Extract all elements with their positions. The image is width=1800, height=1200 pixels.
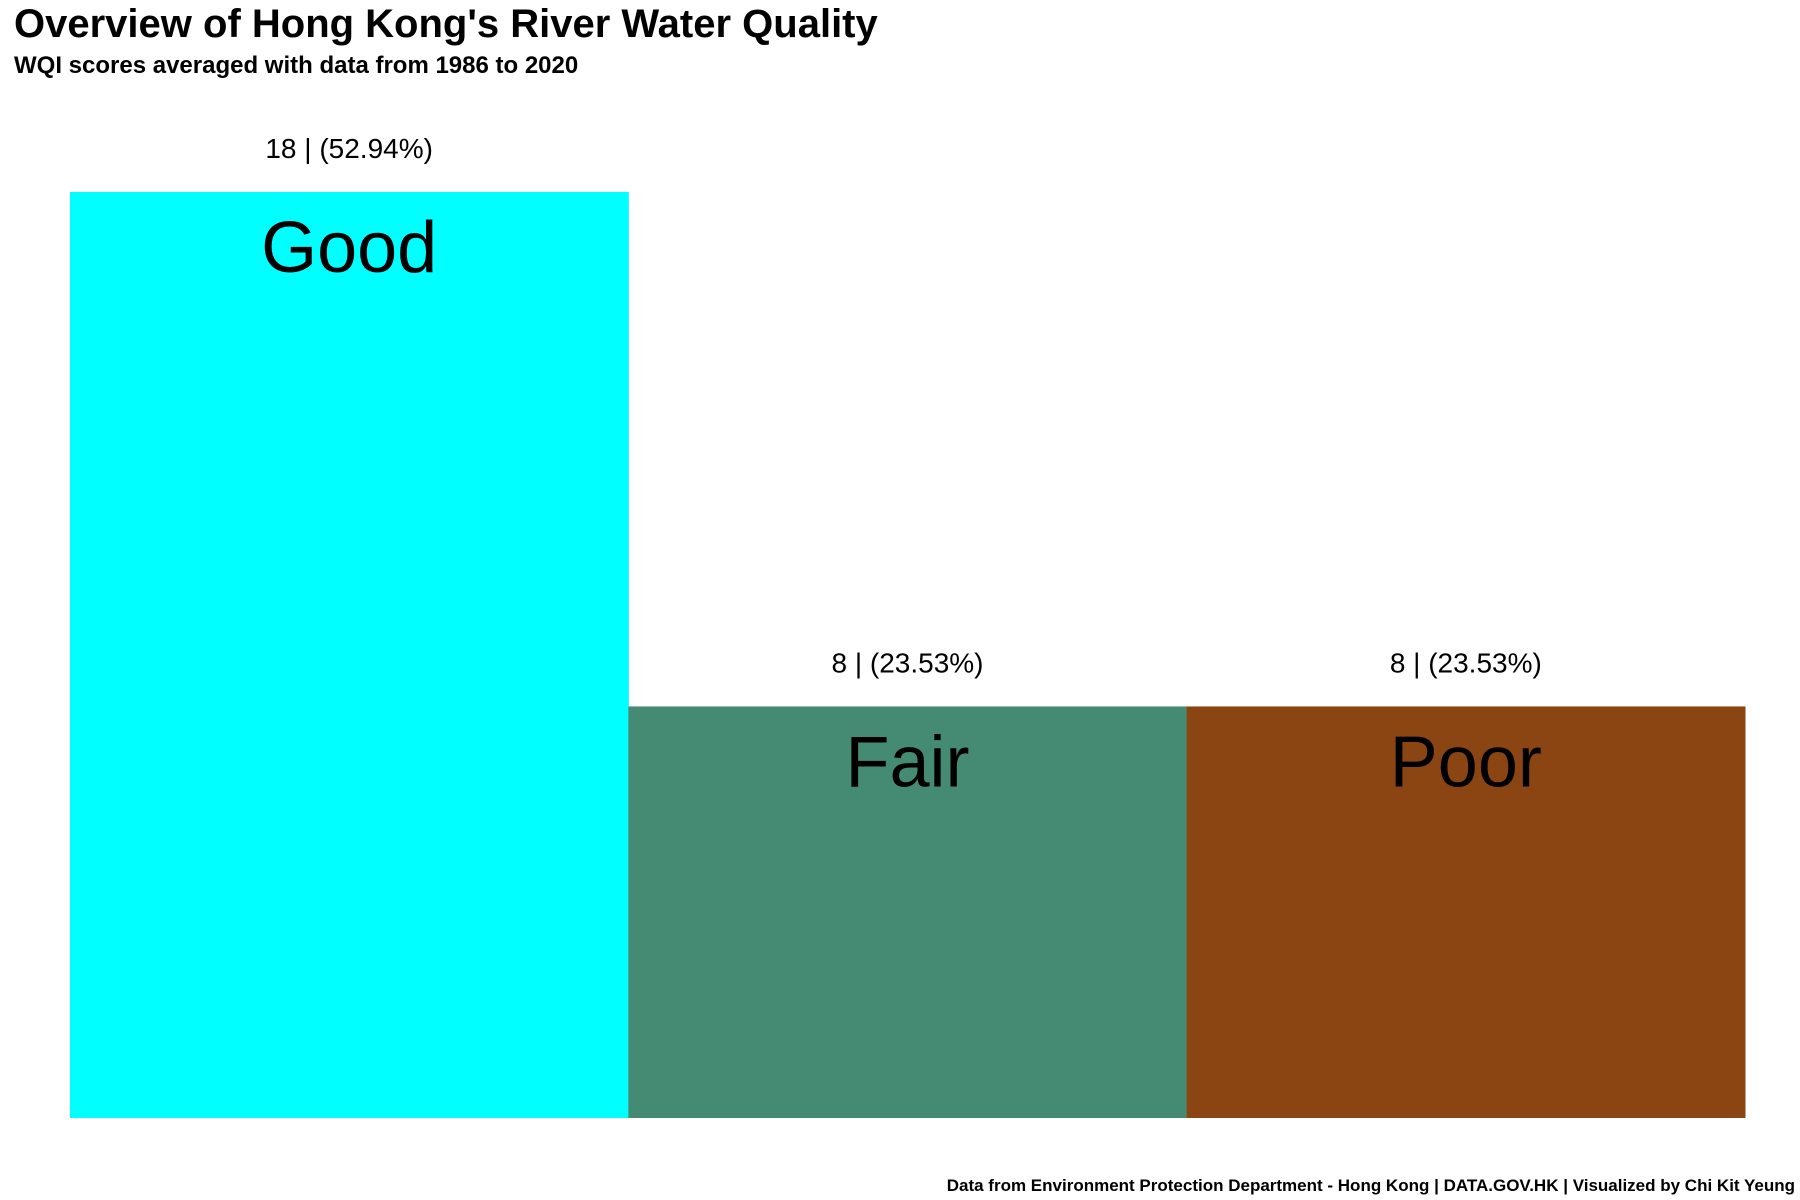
bars-group [70,192,1746,1118]
value-label-fair: 8 | (23.53%) [831,647,983,678]
chart-title: Overview of Hong Kong's River Water Qual… [14,2,878,46]
category-labels-group: Good Fair Poor [261,208,1542,802]
chart-caption: Data from Environment Protection Departm… [946,1176,1795,1195]
bar-poor [1186,706,1746,1118]
chart-subtitle: WQI scores averaged with data from 1986 … [14,52,579,79]
bar-fair [628,706,1188,1118]
category-label-fair: Fair [846,722,970,802]
value-label-good: 18 | (52.94%) [265,133,433,164]
bar-good [70,192,629,1118]
value-label-poor: 8 | (23.53%) [1390,647,1542,678]
category-label-poor: Poor [1390,722,1542,802]
value-labels-group: 18 | (52.94%) 8 | (23.53%) 8 | (23.53%) [265,133,1541,678]
category-label-good: Good [261,208,437,288]
